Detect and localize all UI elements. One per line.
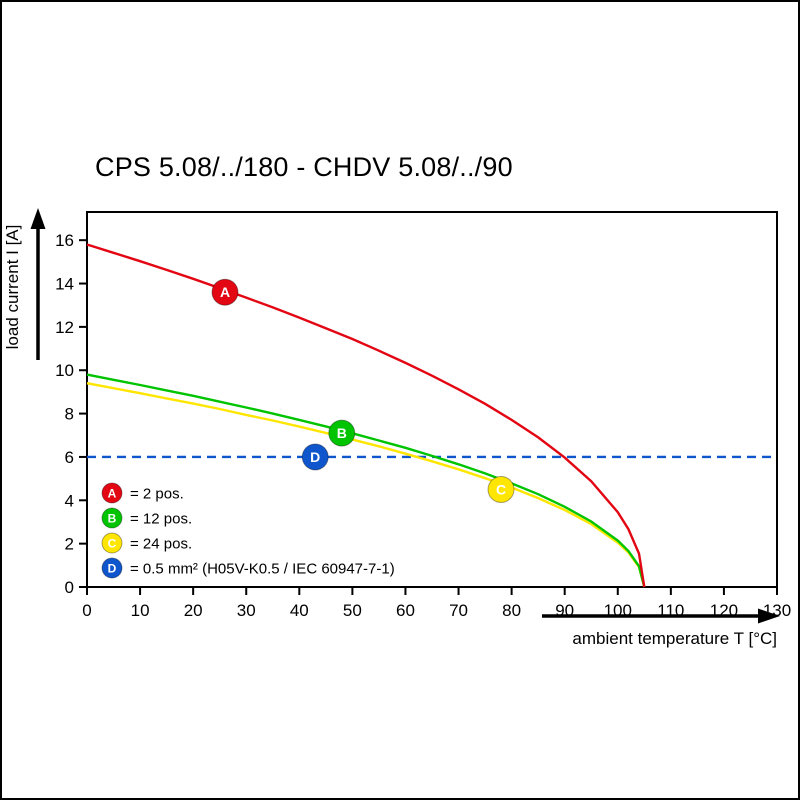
y-tick-label: 4: [65, 491, 74, 510]
x-tick-label: 50: [343, 601, 362, 620]
x-axis-label: ambient temperature T [°C]: [572, 629, 777, 648]
x-tick-label: 60: [396, 601, 415, 620]
chart-title: CPS 5.08/../180 - CHDV 5.08/../90: [95, 152, 513, 182]
legend-label-C: = 24 pos.: [130, 536, 192, 553]
legend-swatch-A: [101, 482, 123, 504]
marker-C: C: [487, 475, 515, 503]
x-tick-label: 0: [82, 601, 91, 620]
legend-label-B: = 12 pos.: [130, 511, 192, 528]
curve-C: [86, 382, 646, 588]
legend-swatch-B: [101, 507, 123, 529]
plot-border: [86, 211, 778, 588]
y-tick-label: 12: [55, 318, 74, 337]
legend-swatch-C: [101, 532, 123, 554]
svg-text:D: D: [108, 562, 117, 576]
svg-text:A: A: [220, 284, 230, 300]
legend-label-D: = 0.5 mm² (H05V-K0.5 / IEC 60947-7-1): [130, 561, 395, 578]
svg-text:A: A: [108, 487, 117, 501]
legend-item-D: D = 0.5 mm² (H05V-K0.5 / IEC 60947-7-1): [101, 557, 395, 579]
y-axis: 0 2 4 6 8 10 12 14 16: [55, 231, 87, 597]
y-tick-label: 0: [65, 578, 74, 597]
x-tick-label: 20: [184, 601, 203, 620]
y-axis-arrow: load current I [A]: [3, 208, 46, 360]
x-tick-label: 30: [237, 601, 256, 620]
y-tick-label: 6: [65, 448, 74, 467]
legend-item-A: A = 2 pos.: [101, 482, 184, 504]
svg-text:D: D: [310, 449, 320, 465]
x-tick-label: 80: [502, 601, 521, 620]
curve-A: [86, 243, 646, 588]
svg-text:C: C: [108, 537, 117, 551]
y-tick-label: 8: [65, 405, 74, 424]
x-tick-label: 70: [449, 601, 468, 620]
marker-A: A: [211, 278, 239, 306]
marker-B: B: [328, 419, 356, 447]
y-tick-label: 14: [55, 275, 74, 294]
svg-text:B: B: [337, 425, 347, 441]
x-tick-label: 10: [131, 601, 150, 620]
svg-text:C: C: [496, 481, 506, 497]
legend: A = 2 pos. B = 12 pos. C = 24 pos. D = 0.5 mm² …: [101, 482, 395, 579]
y-tick-label: 16: [55, 231, 74, 250]
y-axis-label: load current I [A]: [3, 225, 22, 350]
marker-D: D: [301, 443, 329, 471]
legend-swatch-D: [101, 557, 123, 579]
curve-B: [86, 373, 646, 588]
svg-text:B: B: [108, 512, 117, 526]
y-tick-label: 10: [55, 361, 74, 380]
legend-item-B: B = 12 pos.: [101, 507, 192, 529]
x-tick-label: 40: [290, 601, 309, 620]
legend-item-C: C = 24 pos.: [101, 532, 192, 554]
y-tick-label: 2: [65, 535, 74, 554]
x-axis-arrow: ambient temperature T [°C]: [542, 608, 780, 648]
legend-label-A: = 2 pos.: [130, 486, 184, 503]
